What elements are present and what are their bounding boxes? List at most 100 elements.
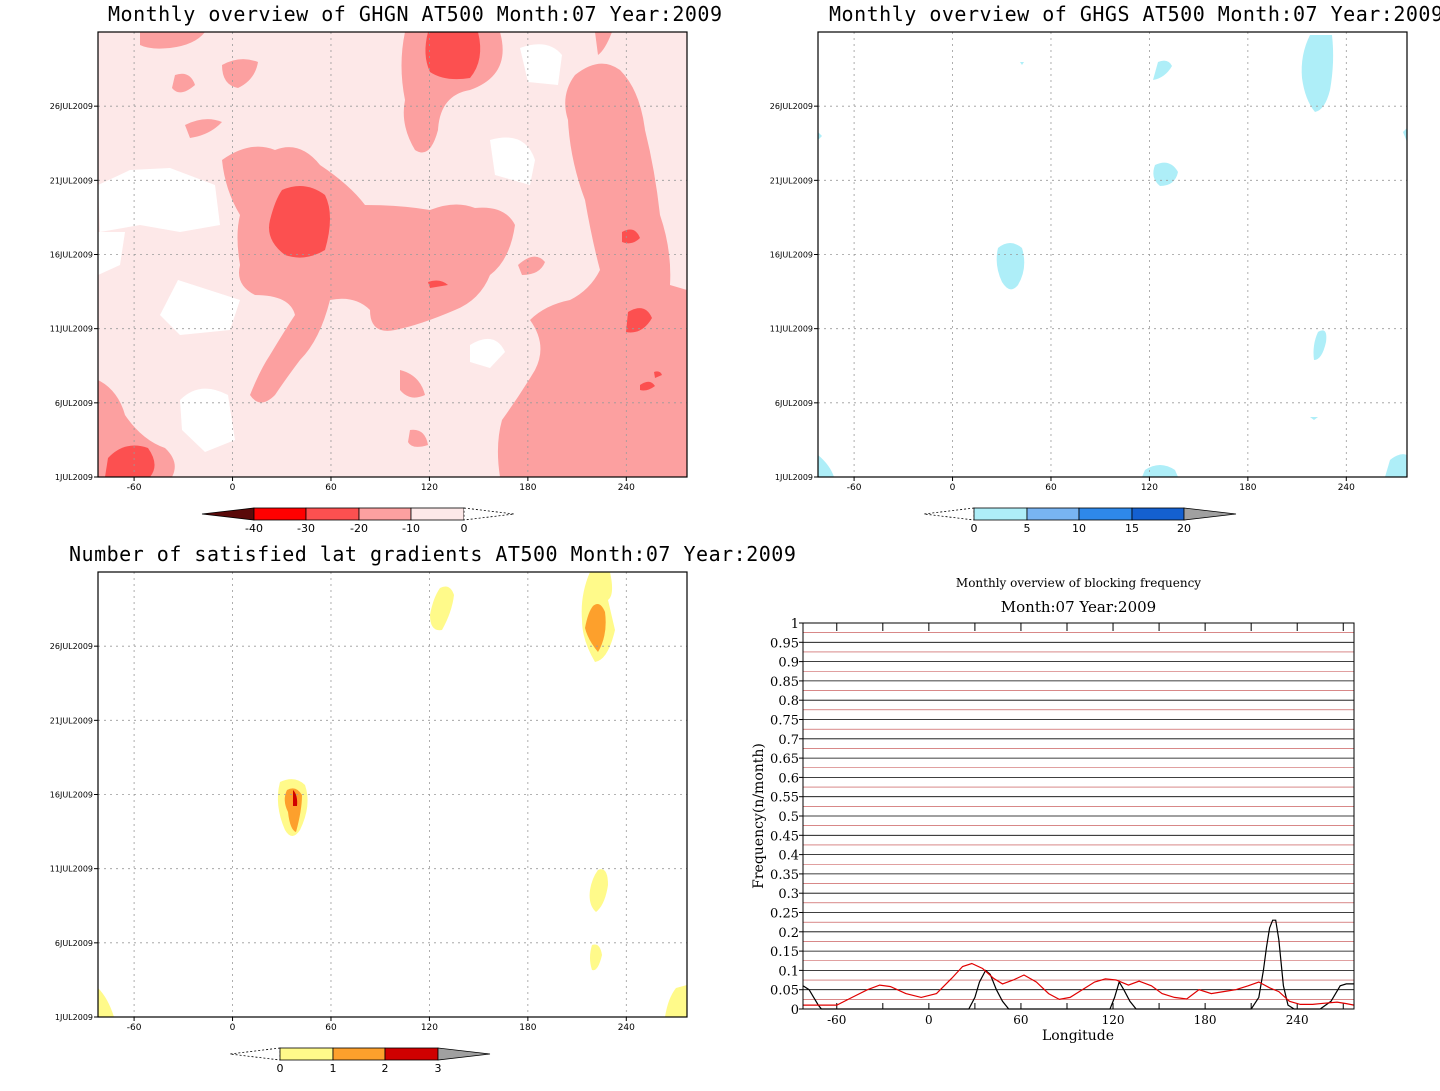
ghgn-xtick-label: 180 xyxy=(519,483,536,493)
ghgs-ytick-label: 6JUL2009 xyxy=(775,399,813,408)
freq-xtick-label: -60 xyxy=(827,1013,846,1027)
freq-ytick-label: 0.85 xyxy=(770,675,799,690)
lat-ytick-label: 11JUL2009 xyxy=(50,865,93,874)
freq-chart: 0 0.05 0.1 0.15 0.2 0.25 0.3 0.35 0.4 0.45 0.5 0.55… xyxy=(751,617,1355,1044)
freq-xtick-label: 60 xyxy=(1013,1013,1028,1027)
ghgs-xtick-label: 240 xyxy=(1338,483,1355,493)
ghgs-xtick-label: 60 xyxy=(1045,483,1057,493)
ghgn-ytick-label: 1JUL2009 xyxy=(55,473,93,482)
ghgs-cb-label: 20 xyxy=(1177,522,1191,535)
ghgn-title: Monthly overview of GHGN AT500 Month:07 … xyxy=(108,2,723,26)
ghgs-cb-label: 15 xyxy=(1125,522,1139,535)
ghgs-map: -60 0 60 120 180 240 1JUL2009 6JUL2009 11JUL2009… xyxy=(770,31,1408,535)
ghgn-xtick-label: 120 xyxy=(421,483,438,493)
freq-ytick-label: 0 xyxy=(791,1003,799,1018)
ghgs-ytick-label: 11JUL2009 xyxy=(770,325,813,334)
lat-cb-label: 3 xyxy=(435,1062,442,1075)
ghgn-ytick-label: 26JUL2009 xyxy=(50,102,93,111)
ghgn-ytick-label: 6JUL2009 xyxy=(55,399,93,408)
freq-ytick-label: 0.55 xyxy=(770,791,799,806)
freq-ytick-label: 0.6 xyxy=(778,771,799,786)
ghgn-cb-label: -30 xyxy=(297,522,315,535)
ghgs-axis-ticks: -60 0 60 120 180 240 1JUL2009 6JUL2009 11JUL2009… xyxy=(770,102,1355,493)
freq-ytick-label: 0.2 xyxy=(778,926,799,941)
lat-xtick-label: 0 xyxy=(230,1023,236,1033)
freq-ytick-label: 0.65 xyxy=(770,752,799,767)
ghgn-xtick-label: 240 xyxy=(618,483,635,493)
freq-ytick-label: 0.9 xyxy=(778,656,799,671)
freq-ytick-label: 0.45 xyxy=(770,829,799,844)
freq-y-ticks: 0 0.05 0.1 0.15 0.2 0.25 0.3 0.35 0.4 0.45 0.5 0.55… xyxy=(770,617,803,1018)
lat-xtick-label: -60 xyxy=(127,1023,142,1033)
freq-title: Monthly overview of blocking frequency xyxy=(955,576,1202,590)
freq-ytick-label: 0.95 xyxy=(770,636,799,651)
ghgs-cb-label: 10 xyxy=(1072,522,1086,535)
ghgn-map: -60 0 60 120 180 240 1JUL2009 6JUL2009 11JUL2009… xyxy=(50,31,688,535)
freq-x-ticks: -60 0 60 120 180 240 xyxy=(827,623,1344,1027)
freq-ytick-label: 0.7 xyxy=(778,733,799,748)
lat-xtick-label: 60 xyxy=(325,1023,337,1033)
ghgn-ytick-label: 16JUL2009 xyxy=(50,251,93,260)
lat-colorbar: 0 1 2 3 xyxy=(229,1047,491,1075)
lat-cb-label: 0 xyxy=(277,1062,284,1075)
freq-subtitle: Month:07 Year:2009 xyxy=(1000,598,1157,616)
lat-xtick-label: 180 xyxy=(519,1023,536,1033)
ghgs-xtick-label: -60 xyxy=(847,483,862,493)
freq-xlabel: Longitude xyxy=(1042,1028,1114,1044)
freq-xtick-label: 120 xyxy=(1102,1013,1125,1027)
ghgs-colorbar: 0 5 10 15 20 xyxy=(923,507,1237,535)
freq-series-black xyxy=(802,919,1354,1010)
ghgs-ytick-label: 26JUL2009 xyxy=(770,102,813,111)
freq-ytick-label: 0.15 xyxy=(770,945,799,960)
ghgs-xtick-label: 120 xyxy=(1141,483,1158,493)
freq-ytick-label: 0.5 xyxy=(778,810,799,825)
ghgs-cb-label: 0 xyxy=(971,522,978,535)
lat-ytick-label: 6JUL2009 xyxy=(55,939,93,948)
ghgs-xtick-label: 180 xyxy=(1239,483,1256,493)
freq-ytick-label: 0.25 xyxy=(770,907,799,922)
ghgn-xtick-label: 60 xyxy=(325,483,337,493)
freq-ytick-label: 0.35 xyxy=(770,868,799,883)
ghgn-axis-ticks: -60 0 60 120 180 240 1JUL2009 6JUL2009 11JUL2009… xyxy=(50,102,635,493)
ghgn-colorbar: -40 -30 -20 -10 0 xyxy=(201,507,515,535)
freq-series xyxy=(802,919,1355,1010)
lat-ytick-label: 26JUL2009 xyxy=(50,642,93,651)
lat-cb-label: 2 xyxy=(382,1062,389,1075)
ghgn-cb-label: -10 xyxy=(402,522,420,535)
ghgn-cb-label: -20 xyxy=(350,522,368,535)
lat-ytick-label: 1JUL2009 xyxy=(55,1013,93,1022)
freq-ylabel: Frequency(n/month) xyxy=(751,743,767,889)
freq-xtick-label: 180 xyxy=(1194,1013,1217,1027)
lat-cb-label: 1 xyxy=(330,1062,337,1075)
freq-ytick-label: 0.75 xyxy=(770,714,799,729)
lat-title: Number of satisfied lat gradients AT500 … xyxy=(69,542,797,566)
ghgs-cb-label: 5 xyxy=(1024,522,1031,535)
lat-xtick-label: 120 xyxy=(421,1023,438,1033)
freq-ytick-label: 0.1 xyxy=(778,964,799,979)
lat-ytick-label: 21JUL2009 xyxy=(50,716,93,725)
freq-ytick-label: 0.05 xyxy=(770,984,799,999)
freq-xtick-label: 240 xyxy=(1286,1013,1309,1027)
ghgs-ytick-label: 1JUL2009 xyxy=(775,473,813,482)
freq-xtick-label: 0 xyxy=(925,1013,933,1027)
freq-ytick-label: 0.8 xyxy=(778,694,799,709)
freq-grid xyxy=(803,622,1354,1010)
freq-ytick-label: 0.3 xyxy=(778,887,799,902)
lat-map: -60 0 60 120 180 2401JUL20096JUL200911JUL2009… xyxy=(50,571,688,1075)
freq-ytick-label: 0.4 xyxy=(778,849,799,864)
ghgs-xtick-label: 0 xyxy=(950,483,956,493)
lat-ytick-label: 16JUL2009 xyxy=(50,791,93,800)
ghgn-ytick-label: 11JUL2009 xyxy=(50,325,93,334)
ghgs-title: Monthly overview of GHGS AT500 Month:07 … xyxy=(829,2,1440,26)
lat-axis-ticks: -60 0 60 120 180 240 1JUL2009 6JUL2009 11JUL2009… xyxy=(50,642,635,1033)
ghgs-ytick-label: 21JUL2009 xyxy=(770,176,813,185)
ghgn-cb-label: -40 xyxy=(245,522,263,535)
lat-xtick-label: 240 xyxy=(618,1023,635,1033)
freq-series-red xyxy=(803,962,1355,1006)
ghgn-xtick-label: 0 xyxy=(230,483,236,493)
ghgn-cb-label: 0 xyxy=(461,522,468,535)
ghgn-ytick-label: 21JUL2009 xyxy=(50,176,93,185)
ghgs-ytick-label: 16JUL2009 xyxy=(770,251,813,260)
ghgn-xtick-label: -60 xyxy=(127,483,142,493)
freq-ytick-label: 1 xyxy=(791,617,799,632)
